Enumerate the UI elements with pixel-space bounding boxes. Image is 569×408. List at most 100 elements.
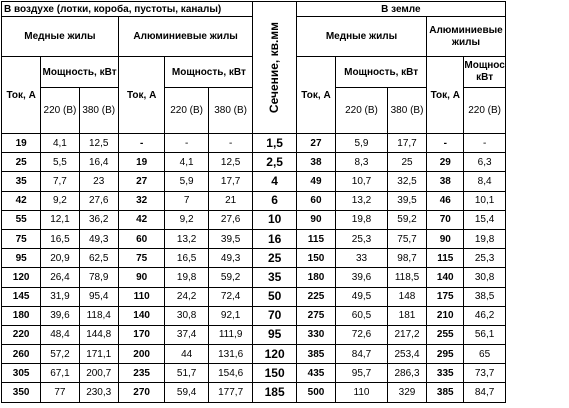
cell-al-air-p380: 39,5 — [207, 228, 254, 250]
cell-al-air-p380: 21 — [207, 190, 254, 211]
cell-al-gr-p220: 73,7 — [463, 363, 506, 384]
cell-al-gr-i: 115 — [426, 248, 465, 269]
cell-cu-air-i: 19 — [0, 132, 42, 154]
cell-al-gr-i: 90 — [426, 228, 465, 250]
cell-cu-air-i: 305 — [0, 363, 42, 384]
cell-section: 4 — [252, 171, 297, 192]
cell-cu-air-p380: 200,7 — [78, 363, 119, 384]
cell-al-air-p380: 17,7 — [207, 171, 254, 192]
cell-al-air-p380: 27,6 — [207, 209, 254, 230]
cell-al-air-p380: - — [207, 132, 254, 154]
cell-cu-gr-p380: 98,7 — [386, 248, 428, 269]
cell-al-air-p220: 44 — [164, 344, 209, 365]
cell-al-gr-p220: 46,2 — [463, 305, 506, 326]
cell-cu-air-p380: 16,4 — [78, 152, 119, 173]
cell-cu-air-p380: 230,3 — [78, 382, 119, 403]
cell-al-air-p220: 30,8 — [164, 305, 209, 326]
cell-cu-gr-p380: 59,2 — [386, 209, 428, 230]
cell-al-air-i: 270 — [117, 382, 166, 403]
table-row: 260 57,2 171,1 200 44 131,6 120 385 84,7 253,4 295… — [0, 344, 567, 365]
cell-al-gr-i: 29 — [426, 152, 465, 173]
copper-air-380-header: 380 (В) — [78, 87, 119, 134]
cell-cu-air-i: 145 — [0, 286, 42, 307]
cell-al-air-p220: 13,2 — [164, 228, 209, 250]
cell-cu-air-p380: 49,3 — [78, 228, 119, 250]
cell-al-air-i: 75 — [117, 248, 166, 269]
table-row: 25 5,5 16,4 19 4,1 12,5 2,5 38 8,3 25 29 6,3 — [0, 152, 567, 173]
table-row: 305 67,1 200,7 235 51,7 154,6 150 435 95,7 286,3 3… — [0, 363, 567, 384]
cell-section: 25 — [252, 248, 297, 269]
aluminum-ground-power-header: Мощность, кВт — [463, 56, 506, 88]
cell-cu-air-p220: 57,2 — [40, 344, 80, 365]
cell-cu-air-p220: 12,1 — [40, 209, 80, 230]
cell-cu-gr-p380: 75,7 — [386, 228, 428, 250]
cell-cu-gr-p380: 181 — [386, 305, 428, 326]
cell-al-air-p380: 131,6 — [207, 344, 254, 365]
cell-cu-air-p220: 7,7 — [40, 171, 80, 192]
cell-al-air-p220: 7 — [164, 190, 209, 211]
cell-al-gr-i: 255 — [426, 324, 465, 346]
aluminum-air-current-header: Ток, А — [117, 56, 166, 134]
cell-section: 95 — [252, 324, 297, 346]
cell-section: 70 — [252, 305, 297, 326]
cell-section: 2,5 — [252, 152, 297, 173]
cell-cu-gr-p380: 286,3 — [386, 363, 428, 384]
section-label: Сечение, кв.мм — [267, 21, 282, 114]
cell-cu-air-i: 350 — [0, 382, 42, 403]
cell-al-air-p220: 51,7 — [164, 363, 209, 384]
table-row: 220 48,4 144,8 170 37,4 111,9 95 330 72,6 217,2 25… — [0, 324, 567, 346]
aluminum-air-380-header: 380 (В) — [207, 87, 254, 134]
cell-al-air-i: 200 — [117, 344, 166, 365]
cell-al-air-i: 27 — [117, 171, 166, 192]
cell-cu-gr-p220: 39,6 — [335, 267, 388, 288]
cell-cu-gr-p220: 84,7 — [335, 344, 388, 365]
cell-cu-air-i: 25 — [0, 152, 42, 173]
cell-cu-gr-i: 500 — [295, 382, 337, 403]
cell-section: 150 — [252, 363, 297, 384]
cell-cu-air-p220: 77 — [40, 382, 80, 403]
cell-cu-air-i: 120 — [0, 267, 42, 288]
cell-cu-gr-i: 27 — [295, 132, 337, 154]
cell-al-air-p220: 19,8 — [164, 267, 209, 288]
section-header: Сечение, кв.мм — [252, 1, 297, 134]
cell-section: 50 — [252, 286, 297, 307]
aluminum-ground-current-header: Ток, А — [426, 56, 465, 134]
cell-cu-air-i: 220 — [0, 324, 42, 346]
cell-cu-gr-p380: 217,2 — [386, 324, 428, 346]
cell-al-air-p220: - — [164, 132, 209, 154]
cell-cu-gr-p380: 118,5 — [386, 267, 428, 288]
cell-al-gr-p220: 30,8 — [463, 267, 506, 288]
cell-al-gr-p220: 25,3 — [463, 248, 506, 269]
cell-section: 6 — [252, 190, 297, 211]
cell-cu-air-p380: 62,5 — [78, 248, 119, 269]
cell-cu-gr-i: 435 — [295, 363, 337, 384]
cell-cu-gr-i: 275 — [295, 305, 337, 326]
cell-al-air-p380: 92,1 — [207, 305, 254, 326]
cell-cu-air-p220: 20,9 — [40, 248, 80, 269]
cell-cu-air-p220: 39,6 — [40, 305, 80, 326]
cell-cu-air-p220: 16,5 — [40, 228, 80, 250]
cell-al-gr-p220: 65 — [463, 344, 506, 365]
cell-al-air-i: 32 — [117, 190, 166, 211]
cell-cu-gr-p380: 148 — [386, 286, 428, 307]
cell-cu-air-p220: 31,9 — [40, 286, 80, 307]
cell-al-air-p380: 177,7 — [207, 382, 254, 403]
cell-al-gr-p220: 56,1 — [463, 324, 506, 346]
cell-al-air-i: 140 — [117, 305, 166, 326]
cell-cu-gr-i: 60 — [295, 190, 337, 211]
cell-cu-gr-i: 49 — [295, 171, 337, 192]
cell-cu-air-i: 75 — [0, 228, 42, 250]
cell-al-air-i: 19 — [117, 152, 166, 173]
cell-cu-air-p220: 5,5 — [40, 152, 80, 173]
table-row: 180 39,6 118,4 140 30,8 92,1 70 275 60,5 181 210 46… — [0, 305, 567, 326]
table-row: 19 4,1 12,5- - -1,5 27 5,9 17,7- - — [0, 132, 567, 154]
copper-ground-220-header: 220 (В) — [335, 87, 388, 134]
cell-cu-gr-p220: 13,2 — [335, 190, 388, 211]
cell-section: 10 — [252, 209, 297, 230]
aluminum-ground-220-header: 220 (В) — [463, 87, 506, 134]
cell-cu-air-p380: 95,4 — [78, 286, 119, 307]
copper-ground-380-header: 380 (В) — [386, 87, 428, 134]
cell-al-gr-i: - — [426, 132, 465, 154]
table-row: 55 12,1 36,2 42 9,2 27,6 10 90 19,8 59,2 70 15,4 — [0, 209, 567, 230]
